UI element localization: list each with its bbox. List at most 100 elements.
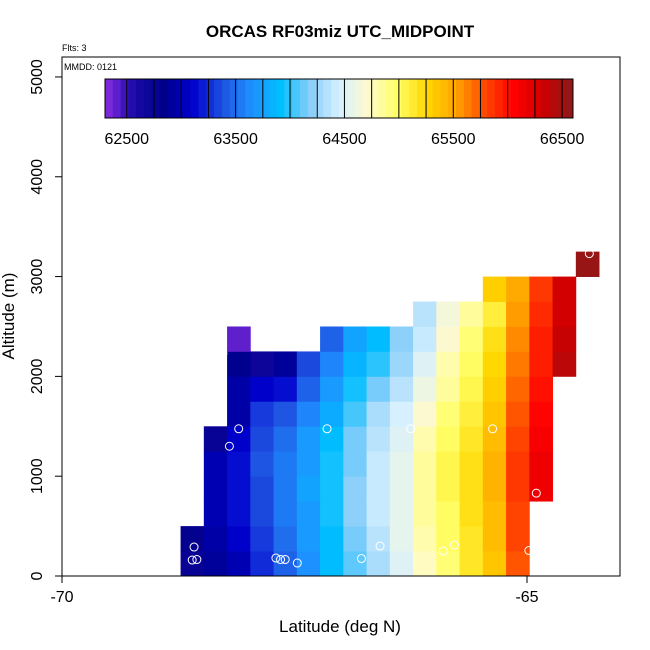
colorbar-swatch-12	[198, 79, 207, 118]
heatmap-cell-3-5	[250, 426, 274, 452]
heatmap-cell-10-2	[413, 501, 437, 527]
colorbar-tick-label-2: 64500	[322, 131, 367, 148]
heatmap-cell-15-6	[529, 326, 553, 352]
colorbar-swatch-3	[128, 79, 137, 118]
heatmap-cell-10-9	[413, 326, 437, 352]
heatmap-cell-4-3	[273, 476, 298, 502]
y-tick-label-2: 2000	[29, 358, 46, 394]
heatmap-cells	[180, 251, 600, 577]
heatmap-cell-5-0	[296, 551, 321, 577]
heatmap-cell-4-2	[273, 501, 298, 527]
heatmap-cell-14-6	[506, 401, 530, 427]
heatmap-cell-13-1	[482, 526, 507, 552]
heatmap-cell-9-3	[389, 476, 414, 502]
colorbar-swatch-46	[463, 79, 473, 118]
heatmap-cell-3-8	[250, 351, 274, 377]
heatmap-cell-2-8	[227, 351, 251, 377]
sample-point-6	[271, 553, 281, 563]
heatmap-cell-3-6	[250, 401, 274, 427]
heatmap-cell-4-8	[273, 351, 298, 377]
colorbar-swatch-56	[541, 79, 551, 118]
colorbar-swatch-21	[268, 79, 278, 118]
y-tick-label-4: 4000	[29, 159, 46, 195]
colorbar-swatch-44	[448, 79, 457, 118]
colorbar-swatch-1	[112, 79, 122, 118]
colorbar-swatch-22	[276, 79, 285, 118]
heatmap-cell-11-7	[436, 376, 460, 402]
colorbar-swatch-33	[362, 79, 371, 118]
heatmap-cell-11-1	[436, 526, 460, 552]
sample-point-0	[187, 555, 197, 565]
colorbar-swatch-31	[346, 79, 356, 118]
heatmap-cell-7-9	[343, 326, 367, 352]
heatmap-cell-2-7	[227, 376, 251, 402]
heatmap-cell-16-3	[552, 276, 577, 302]
heatmap-cell-7-1	[343, 526, 367, 552]
heatmap-cell-3-3	[250, 476, 274, 502]
heatmap-cell-2-1	[227, 526, 251, 552]
heatmap-cell-7-4	[343, 451, 367, 477]
colorbar-swatch-2	[120, 79, 129, 118]
sample-point-3	[218, 348, 228, 358]
heatmap-cell-1-4	[203, 451, 228, 477]
colorbar-swatch-19	[253, 79, 262, 118]
date-note: MMDD: 0121	[64, 62, 117, 72]
heatmap-cell-10-0	[413, 551, 437, 577]
colorbar-swatch-20	[261, 79, 270, 118]
heatmap-cell-14-10	[506, 301, 530, 327]
heatmap-cell-11-6	[436, 401, 460, 427]
heatmap-cell-14-0	[506, 551, 530, 577]
sample-point-10	[322, 424, 332, 434]
heatmap-cell-5-7	[296, 376, 321, 402]
axes: -70 -65 0 1000 2000 3000 4000 5000	[29, 59, 539, 606]
heatmap-cell-3-1	[250, 526, 274, 552]
colorbar-swatch-40	[417, 79, 426, 118]
colorbar-swatch-51	[502, 79, 512, 118]
heatmap-cell-8-0	[366, 551, 391, 577]
flights-note: Flts: 3	[62, 43, 87, 53]
colorbar-swatch-38	[401, 79, 410, 118]
heatmap-cell-6-9	[320, 326, 344, 352]
heatmap-cell-8-4	[366, 451, 391, 477]
heatmap-cell-1-0	[203, 551, 228, 577]
heatmap-cell-12-3	[459, 476, 484, 502]
colorbar-swatch-58	[557, 79, 566, 118]
heatmap-cell-11-0	[436, 551, 460, 577]
y-axis-label: Altitude (m)	[0, 273, 18, 360]
heatmap-cell-11-2	[436, 501, 460, 527]
heatmap-cell-13-3	[482, 476, 507, 502]
heatmap-cell-7-8	[343, 351, 367, 377]
heatmap-cell-2-0	[227, 551, 251, 577]
heatmap-cell-9-2	[389, 501, 414, 527]
heatmap-cell-1-2	[203, 501, 228, 527]
colorbar-swatch-17	[237, 79, 246, 118]
colorbar-swatch-0	[105, 79, 114, 118]
heatmap-cell-17-0	[575, 251, 600, 277]
heatmap-cell-9-1	[389, 526, 414, 552]
heatmap-cell-0-1	[180, 526, 205, 552]
heatmap-cell-6-7	[320, 376, 344, 402]
colorbar-swatch-45	[456, 79, 465, 118]
y-tick-label-3: 3000	[29, 259, 46, 295]
colorbar-swatch-34	[370, 79, 379, 118]
heatmap-cell-2-4	[227, 451, 251, 477]
heatmap-cell-11-10	[436, 301, 460, 327]
heatmap-cell-5-3	[296, 476, 321, 502]
heatmap-cell-14-3	[506, 476, 530, 502]
x-tick-label-0: -70	[50, 589, 73, 606]
heatmap-cell-7-5	[343, 426, 367, 452]
sample-points	[187, 249, 594, 568]
heatmap-cell-13-7	[482, 376, 507, 402]
sample-point-9	[292, 558, 302, 568]
colorbar-swatch-43	[440, 79, 449, 118]
colorbar-swatch-26	[307, 79, 317, 118]
heatmap-cell-16-2	[552, 301, 577, 327]
heatmap-cell-10-10	[413, 301, 437, 327]
colorbar-swatch-13	[206, 79, 215, 118]
heatmap-cell-4-7	[273, 376, 298, 402]
heatmap-cell-11-5	[436, 426, 460, 452]
heatmap-cell-3-4	[250, 451, 274, 477]
heatmap-cell-16-1	[552, 326, 577, 352]
heatmap-cell-10-8	[413, 351, 437, 377]
sample-point-5	[234, 424, 244, 434]
